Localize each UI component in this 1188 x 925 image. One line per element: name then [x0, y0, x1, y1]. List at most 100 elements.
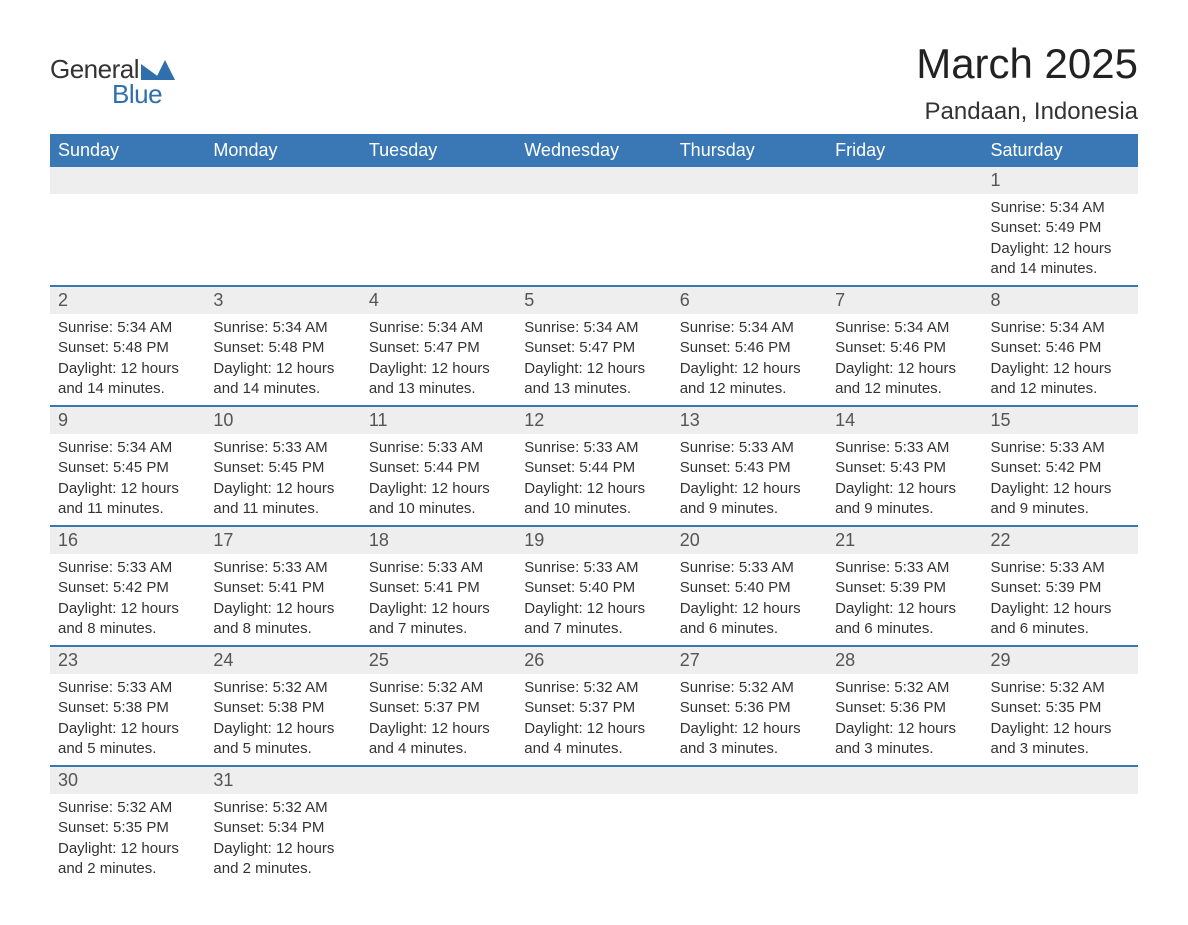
- day-details: [516, 194, 671, 286]
- sunrise-line: Sunrise: 5:32 AM: [991, 678, 1130, 698]
- daylight-line: Daylight: 12 hours and 3 minutes.: [991, 719, 1130, 760]
- sunset-line: Sunset: 5:42 PM: [991, 458, 1130, 478]
- day-details: Sunrise: 5:34 AMSunset: 5:45 PMDaylight:…: [50, 434, 205, 526]
- detail-row: Sunrise: 5:32 AMSunset: 5:35 PMDaylight:…: [50, 794, 1138, 885]
- day-number: 15: [983, 406, 1138, 434]
- day-details: [205, 194, 360, 286]
- detail-row: Sunrise: 5:33 AMSunset: 5:38 PMDaylight:…: [50, 674, 1138, 766]
- sunset-line: Sunset: 5:47 PM: [369, 338, 508, 358]
- day-number: 20: [672, 526, 827, 554]
- sunrise-line: Sunrise: 5:33 AM: [524, 558, 663, 578]
- day-number: 5: [516, 286, 671, 314]
- day-details: Sunrise: 5:33 AMSunset: 5:42 PMDaylight:…: [983, 434, 1138, 526]
- day-number: [672, 766, 827, 794]
- day-number: 18: [361, 526, 516, 554]
- detail-row: Sunrise: 5:33 AMSunset: 5:42 PMDaylight:…: [50, 554, 1138, 646]
- sunset-line: Sunset: 5:44 PM: [369, 458, 508, 478]
- day-number: 3: [205, 286, 360, 314]
- sunrise-line: Sunrise: 5:34 AM: [991, 198, 1130, 218]
- location: Pandaan, Indonesia: [916, 98, 1138, 126]
- daylight-line: Daylight: 12 hours and 5 minutes.: [58, 719, 197, 760]
- weekday-header: Wednesday: [516, 134, 671, 167]
- day-number: 1: [983, 167, 1138, 194]
- sunset-line: Sunset: 5:35 PM: [991, 698, 1130, 718]
- day-details: Sunrise: 5:34 AMSunset: 5:46 PMDaylight:…: [672, 314, 827, 406]
- day-number: 25: [361, 646, 516, 674]
- sunset-line: Sunset: 5:46 PM: [991, 338, 1130, 358]
- sunrise-line: Sunrise: 5:33 AM: [835, 558, 974, 578]
- sunrise-line: Sunrise: 5:33 AM: [58, 558, 197, 578]
- weekday-header: Friday: [827, 134, 982, 167]
- sunrise-line: Sunrise: 5:34 AM: [213, 318, 352, 338]
- day-number: 19: [516, 526, 671, 554]
- day-number: 12: [516, 406, 671, 434]
- daylight-line: Daylight: 12 hours and 3 minutes.: [835, 719, 974, 760]
- day-number: 14: [827, 406, 982, 434]
- daylight-line: Daylight: 12 hours and 7 minutes.: [524, 599, 663, 640]
- sunrise-line: Sunrise: 5:34 AM: [991, 318, 1130, 338]
- day-number: 21: [827, 526, 982, 554]
- sunrise-line: Sunrise: 5:33 AM: [835, 438, 974, 458]
- sunset-line: Sunset: 5:41 PM: [369, 578, 508, 598]
- day-number: [983, 766, 1138, 794]
- day-details: Sunrise: 5:34 AMSunset: 5:49 PMDaylight:…: [983, 194, 1138, 286]
- weekday-header: Thursday: [672, 134, 827, 167]
- day-details: Sunrise: 5:33 AMSunset: 5:41 PMDaylight:…: [361, 554, 516, 646]
- sunrise-line: Sunrise: 5:34 AM: [58, 318, 197, 338]
- daylight-line: Daylight: 12 hours and 6 minutes.: [991, 599, 1130, 640]
- title-block: March 2025 Pandaan, Indonesia: [916, 40, 1138, 126]
- day-number: 9: [50, 406, 205, 434]
- sunset-line: Sunset: 5:48 PM: [213, 338, 352, 358]
- day-number: [672, 167, 827, 194]
- day-details: [516, 794, 671, 885]
- sunset-line: Sunset: 5:39 PM: [991, 578, 1130, 598]
- detail-row: Sunrise: 5:34 AMSunset: 5:48 PMDaylight:…: [50, 314, 1138, 406]
- day-details: Sunrise: 5:34 AMSunset: 5:47 PMDaylight:…: [361, 314, 516, 406]
- day-number: [827, 766, 982, 794]
- day-number: [361, 766, 516, 794]
- day-number: 10: [205, 406, 360, 434]
- day-number: 7: [827, 286, 982, 314]
- day-details: Sunrise: 5:32 AMSunset: 5:36 PMDaylight:…: [827, 674, 982, 766]
- sunset-line: Sunset: 5:38 PM: [58, 698, 197, 718]
- daylight-line: Daylight: 12 hours and 9 minutes.: [680, 479, 819, 520]
- sunrise-line: Sunrise: 5:32 AM: [213, 798, 352, 818]
- day-details: Sunrise: 5:33 AMSunset: 5:41 PMDaylight:…: [205, 554, 360, 646]
- daylight-line: Daylight: 12 hours and 6 minutes.: [835, 599, 974, 640]
- day-details: Sunrise: 5:32 AMSunset: 5:35 PMDaylight:…: [50, 794, 205, 885]
- daynum-row: 16171819202122: [50, 526, 1138, 554]
- sunrise-line: Sunrise: 5:33 AM: [58, 678, 197, 698]
- sunset-line: Sunset: 5:42 PM: [58, 578, 197, 598]
- daylight-line: Daylight: 12 hours and 9 minutes.: [835, 479, 974, 520]
- sunset-line: Sunset: 5:34 PM: [213, 818, 352, 838]
- sunrise-line: Sunrise: 5:32 AM: [524, 678, 663, 698]
- sunset-line: Sunset: 5:39 PM: [835, 578, 974, 598]
- day-number: 31: [205, 766, 360, 794]
- day-number: 24: [205, 646, 360, 674]
- day-details: Sunrise: 5:32 AMSunset: 5:35 PMDaylight:…: [983, 674, 1138, 766]
- day-details: Sunrise: 5:33 AMSunset: 5:44 PMDaylight:…: [361, 434, 516, 526]
- sunrise-line: Sunrise: 5:33 AM: [524, 438, 663, 458]
- day-details: Sunrise: 5:33 AMSunset: 5:40 PMDaylight:…: [516, 554, 671, 646]
- sunset-line: Sunset: 5:46 PM: [680, 338, 819, 358]
- day-details: [361, 194, 516, 286]
- day-details: Sunrise: 5:33 AMSunset: 5:43 PMDaylight:…: [672, 434, 827, 526]
- daylight-line: Daylight: 12 hours and 11 minutes.: [213, 479, 352, 520]
- brand-blue: Blue: [112, 79, 175, 110]
- weekday-header: Saturday: [983, 134, 1138, 167]
- day-details: Sunrise: 5:33 AMSunset: 5:45 PMDaylight:…: [205, 434, 360, 526]
- daylight-line: Daylight: 12 hours and 14 minutes.: [991, 239, 1130, 280]
- sunrise-line: Sunrise: 5:33 AM: [213, 558, 352, 578]
- day-number: 4: [361, 286, 516, 314]
- sunset-line: Sunset: 5:37 PM: [369, 698, 508, 718]
- daylight-line: Daylight: 12 hours and 12 minutes.: [680, 359, 819, 400]
- sunset-line: Sunset: 5:48 PM: [58, 338, 197, 358]
- day-details: Sunrise: 5:33 AMSunset: 5:42 PMDaylight:…: [50, 554, 205, 646]
- daylight-line: Daylight: 12 hours and 14 minutes.: [58, 359, 197, 400]
- day-details: [672, 794, 827, 885]
- day-number: [361, 167, 516, 194]
- weekday-header: Sunday: [50, 134, 205, 167]
- daylight-line: Daylight: 12 hours and 12 minutes.: [991, 359, 1130, 400]
- day-details: Sunrise: 5:32 AMSunset: 5:36 PMDaylight:…: [672, 674, 827, 766]
- sunset-line: Sunset: 5:37 PM: [524, 698, 663, 718]
